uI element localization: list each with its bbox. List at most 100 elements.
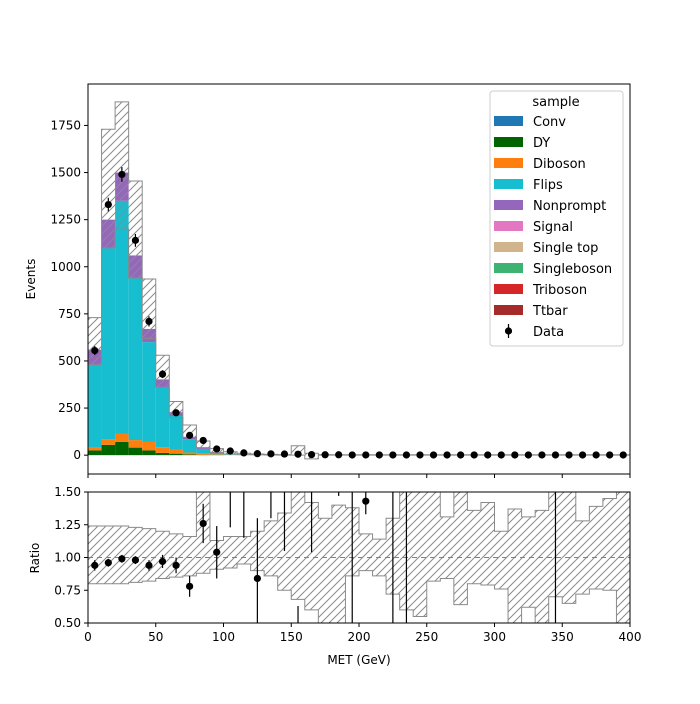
data-point-27 [457,451,464,458]
data-point-0 [91,347,98,354]
bar-dy-2 [115,442,129,455]
data-point-38 [606,451,613,458]
main-y-axis-label: Events [24,259,38,300]
data-point-29 [484,451,491,458]
uncertainty-bin-2 [115,102,129,229]
bar-flips-0 [88,365,102,448]
main-y-tick-label-4: 1000 [50,260,81,274]
legend-title: sample [532,95,579,110]
ratio-band-bin-28 [467,510,481,583]
data-point-9 [213,445,220,452]
ratio-x-tick-label-3: 150 [280,630,303,644]
ratio-band-bin-25 [427,492,441,581]
bar-flips-2 [115,201,129,434]
data-point-23 [403,451,410,458]
legend-swatch-nonprompt [494,200,523,210]
data-point-36 [579,451,586,458]
data-point-1 [105,201,112,208]
data-point-25 [430,451,437,458]
data-point-11 [240,449,247,456]
bar-flips-6 [169,416,183,450]
ratio-point-11 [362,498,369,505]
ratio-point-2 [118,555,125,562]
main-y-tick-label-3: 750 [58,307,81,321]
bar-dy-0 [88,450,102,455]
ratio-band-bin-35 [562,492,576,603]
legend-label-data: Data [533,325,564,340]
legend-swatch-flips [494,179,523,189]
legend-swatch-triboson [494,284,523,294]
ratio-x-tick-label-4: 200 [348,630,371,644]
ratio-band-bin-0 [88,526,102,584]
ratio-x-tick-label-8: 400 [619,630,642,644]
ratio-point-10 [254,575,261,582]
data-point-13 [267,450,274,457]
legend-data-marker [505,327,512,334]
main-y-tick-label-0: 0 [73,448,81,462]
bar-diboson-3 [129,440,143,448]
bar-diboson-0 [88,448,102,451]
data-point-5 [159,371,166,378]
legend-swatch-diboson [494,158,523,168]
bar-flips-9 [210,453,224,455]
ratio-band-bin-3 [129,527,143,582]
bar-flips-1 [102,248,116,439]
uncertainty-bin-3 [129,181,143,278]
bar-dy-4 [142,450,156,455]
ratio-y-tick-label-0: 0.50 [54,616,81,630]
ratio-band-bin-15 [291,492,305,599]
data-point-33 [538,451,545,458]
ratio-band-bin-10 [224,537,238,568]
data-point-2 [118,171,125,178]
bar-flips-7 [183,439,197,452]
main-y-tick-label-5: 1250 [50,213,81,227]
ratio-y-tick-label-2: 1.00 [54,551,81,565]
ratio-x-tick-label-7: 350 [551,630,574,644]
bar-flips-3 [129,278,143,440]
ratio-band-bin-27 [454,492,468,605]
ratio-y-axis-label: Ratio [28,543,42,574]
bar-diboson-7 [183,453,197,455]
ratio-band-bin-24 [413,492,427,616]
ratio-band-bin-20 [359,534,373,571]
data-point-7 [186,432,193,439]
legend-swatch-conv [494,116,523,126]
ratio-band-bin-30 [495,531,509,589]
bar-flips-4 [142,342,156,442]
data-point-12 [254,450,261,457]
ratio-x-tick-label-2: 100 [212,630,235,644]
legend-label-conv: Conv [533,115,566,130]
data-point-14 [281,450,288,457]
data-point-19 [349,451,356,458]
ratio-point-7 [186,583,193,590]
main-x-ticks [88,474,630,478]
ratio-band-bin-32 [522,517,536,607]
bar-diboson-6 [169,450,183,454]
x-axis-label: MET (GeV) [327,653,390,667]
main-y-tick-label-6: 1500 [50,166,81,180]
legend-label-ttbar: Ttbar [532,304,568,319]
ratio-band-bin-17 [318,518,332,623]
legend-label-singleboson: Singleboson [533,262,612,277]
ratio-point-3 [132,557,139,564]
legend-label-diboson: Diboson [533,157,586,172]
uncertainty-bin-0 [88,318,102,365]
uncertainty-bin-4 [142,279,156,338]
ratio-y-ticks: 0.500.751.001.251.50 [54,485,88,630]
data-point-22 [389,451,396,458]
main-y-tick-label-2: 500 [58,354,81,368]
ratio-point-8 [200,520,207,527]
data-point-17 [322,451,329,458]
ratio-plot-area [88,488,630,639]
ratio-band-bin-4 [142,529,156,581]
ratio-band-bin-31 [508,509,522,623]
bar-flips-8 [196,449,210,454]
ratio-y-tick-label-4: 1.50 [54,485,81,499]
ratio-y-tick-label-3: 1.25 [54,518,81,532]
ratio-point-1 [105,559,112,566]
